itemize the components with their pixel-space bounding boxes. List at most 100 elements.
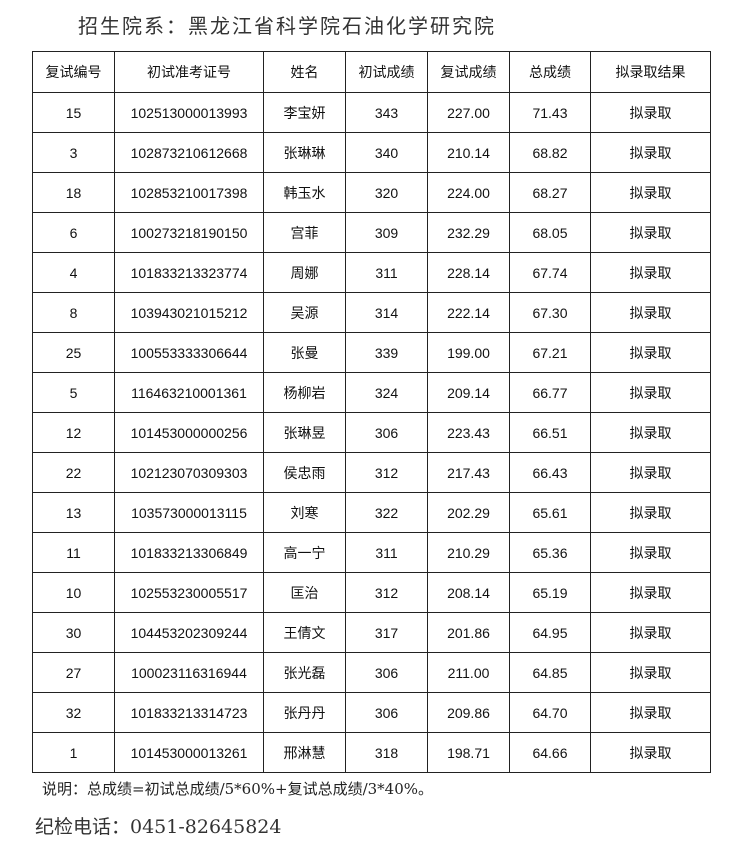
table-row: 10 102553230005517 匡治 312 208.14 65.19 拟录取 bbox=[32, 572, 711, 613]
cell-total-score: 65.19 bbox=[509, 572, 591, 613]
cell-total-score: 65.61 bbox=[509, 492, 591, 533]
cell-exam-id: 101453000000256 bbox=[114, 412, 264, 453]
cell-total-score: 67.21 bbox=[509, 332, 591, 373]
cell-name: 周娜 bbox=[263, 252, 346, 293]
cell-initial-score: 320 bbox=[345, 172, 428, 213]
cell-initial-score: 312 bbox=[345, 452, 428, 493]
cell-retest-number: 32 bbox=[32, 692, 115, 733]
cell-exam-id: 102853210017398 bbox=[114, 172, 264, 213]
cell-retest-number: 6 bbox=[32, 212, 115, 253]
header-total-score: 总成绩 bbox=[509, 51, 591, 93]
cell-retest-number: 15 bbox=[32, 92, 115, 133]
cell-retest-score: 199.00 bbox=[427, 332, 510, 373]
table-row: 5 116463210001361 杨柳岩 324 209.14 66.77 拟录取 bbox=[32, 372, 711, 413]
table-row: 22 102123070309303 侯忠雨 312 217.43 66.43 拟录取 bbox=[32, 452, 711, 493]
cell-initial-score: 312 bbox=[345, 572, 428, 613]
cell-retest-number: 4 bbox=[32, 252, 115, 293]
cell-exam-id: 101833213314723 bbox=[114, 692, 264, 733]
cell-name: 杨柳岩 bbox=[263, 372, 346, 413]
cell-retest-number: 18 bbox=[32, 172, 115, 213]
page-title: 招生院系：黑龙江省科学院石油化学研究院 bbox=[78, 14, 496, 38]
cell-retest-score: 210.14 bbox=[427, 132, 510, 173]
cell-retest-score: 211.00 bbox=[427, 652, 510, 693]
header-admission-result: 拟录取结果 bbox=[590, 51, 711, 93]
cell-initial-score: 314 bbox=[345, 292, 428, 333]
table-row: 30 104453202309244 王倩文 317 201.86 64.95 拟录取 bbox=[32, 612, 711, 653]
cell-exam-id: 100023116316944 bbox=[114, 652, 264, 693]
cell-exam-id: 104453202309244 bbox=[114, 612, 264, 653]
cell-retest-score: 222.14 bbox=[427, 292, 510, 333]
cell-exam-id: 102553230005517 bbox=[114, 572, 264, 613]
cell-retest-number: 3 bbox=[32, 132, 115, 173]
cell-total-score: 64.95 bbox=[509, 612, 591, 653]
cell-admission-result: 拟录取 bbox=[590, 532, 711, 573]
cell-admission-result: 拟录取 bbox=[590, 572, 711, 613]
cell-retest-number: 13 bbox=[32, 492, 115, 533]
cell-initial-score: 324 bbox=[345, 372, 428, 413]
table-row: 8 103943021015212 吴源 314 222.14 67.30 拟录取 bbox=[32, 292, 711, 333]
table-row: 18 102853210017398 韩玉水 320 224.00 68.27 拟录取 bbox=[32, 172, 711, 213]
cell-total-score: 71.43 bbox=[509, 92, 591, 133]
cell-retest-score: 223.43 bbox=[427, 412, 510, 453]
table-row: 11 101833213306849 高一宁 311 210.29 65.36 拟录取 bbox=[32, 532, 711, 573]
table-row: 4 101833213323774 周娜 311 228.14 67.74 拟录取 bbox=[32, 252, 711, 293]
cell-admission-result: 拟录取 bbox=[590, 332, 711, 373]
cell-exam-id: 103573000013115 bbox=[114, 492, 264, 533]
cell-initial-score: 306 bbox=[345, 692, 428, 733]
table-row: 12 101453000000256 张琳昱 306 223.43 66.51 拟录取 bbox=[32, 412, 711, 453]
cell-exam-id: 100553333306644 bbox=[114, 332, 264, 373]
cell-retest-score: 209.86 bbox=[427, 692, 510, 733]
cell-retest-score: 217.43 bbox=[427, 452, 510, 493]
cell-initial-score: 343 bbox=[345, 92, 428, 133]
cell-retest-score: 228.14 bbox=[427, 252, 510, 293]
cell-name: 张琳琳 bbox=[263, 132, 346, 173]
cell-exam-id: 102123070309303 bbox=[114, 452, 264, 493]
cell-retest-score: 209.14 bbox=[427, 372, 510, 413]
cell-initial-score: 311 bbox=[345, 252, 428, 293]
cell-admission-result: 拟录取 bbox=[590, 612, 711, 653]
cell-name: 吴源 bbox=[263, 292, 346, 333]
table-row: 25 100553333306644 张曼 339 199.00 67.21 拟录取 bbox=[32, 332, 711, 373]
cell-total-score: 67.30 bbox=[509, 292, 591, 333]
cell-admission-result: 拟录取 bbox=[590, 292, 711, 333]
cell-exam-id: 103943021015212 bbox=[114, 292, 264, 333]
cell-initial-score: 311 bbox=[345, 532, 428, 573]
cell-name: 张丹丹 bbox=[263, 692, 346, 733]
cell-initial-score: 340 bbox=[345, 132, 428, 173]
cell-initial-score: 306 bbox=[345, 652, 428, 693]
table-row: 32 101833213314723 张丹丹 306 209.86 64.70 拟录取 bbox=[32, 692, 711, 733]
cell-retest-score: 208.14 bbox=[427, 572, 510, 613]
cell-retest-number: 25 bbox=[32, 332, 115, 373]
cell-admission-result: 拟录取 bbox=[590, 412, 711, 453]
cell-exam-id: 101833213323774 bbox=[114, 252, 264, 293]
cell-initial-score: 309 bbox=[345, 212, 428, 253]
table-row: 15 102513000013993 李宝妍 343 227.00 71.43 拟录取 bbox=[32, 92, 711, 133]
header-retest-score: 复试成绩 bbox=[427, 51, 510, 93]
cell-name: 王倩文 bbox=[263, 612, 346, 653]
cell-admission-result: 拟录取 bbox=[590, 212, 711, 253]
cell-admission-result: 拟录取 bbox=[590, 252, 711, 293]
cell-total-score: 68.82 bbox=[509, 132, 591, 173]
cell-retest-number: 22 bbox=[32, 452, 115, 493]
cell-total-score: 64.66 bbox=[509, 732, 591, 773]
cell-admission-result: 拟录取 bbox=[590, 492, 711, 533]
formula-note: 说明：总成绩=初试总成绩/5*60%+复试总成绩/3*40%。 bbox=[42, 780, 434, 798]
cell-retest-score: 202.29 bbox=[427, 492, 510, 533]
cell-retest-score: 227.00 bbox=[427, 92, 510, 133]
cell-initial-score: 306 bbox=[345, 412, 428, 453]
cell-total-score: 64.85 bbox=[509, 652, 591, 693]
cell-name: 宫菲 bbox=[263, 212, 346, 253]
header-initial-score: 初试成绩 bbox=[345, 51, 428, 93]
cell-admission-result: 拟录取 bbox=[590, 172, 711, 213]
cell-name: 张曼 bbox=[263, 332, 346, 373]
cell-name: 韩玉水 bbox=[263, 172, 346, 213]
cell-name: 张光磊 bbox=[263, 652, 346, 693]
cell-total-score: 68.05 bbox=[509, 212, 591, 253]
table-row: 3 102873210612668 张琳琳 340 210.14 68.82 拟录取 bbox=[32, 132, 711, 173]
cell-retest-number: 12 bbox=[32, 412, 115, 453]
cell-name: 邢淋慧 bbox=[263, 732, 346, 773]
cell-admission-result: 拟录取 bbox=[590, 92, 711, 133]
admission-table: 复试编号 初试准考证号 姓名 初试成绩 复试成绩 总成绩 拟录取结果 15 102513000… bbox=[32, 51, 711, 773]
cell-exam-id: 116463210001361 bbox=[114, 372, 264, 413]
header-exam-id: 初试准考证号 bbox=[114, 51, 264, 93]
